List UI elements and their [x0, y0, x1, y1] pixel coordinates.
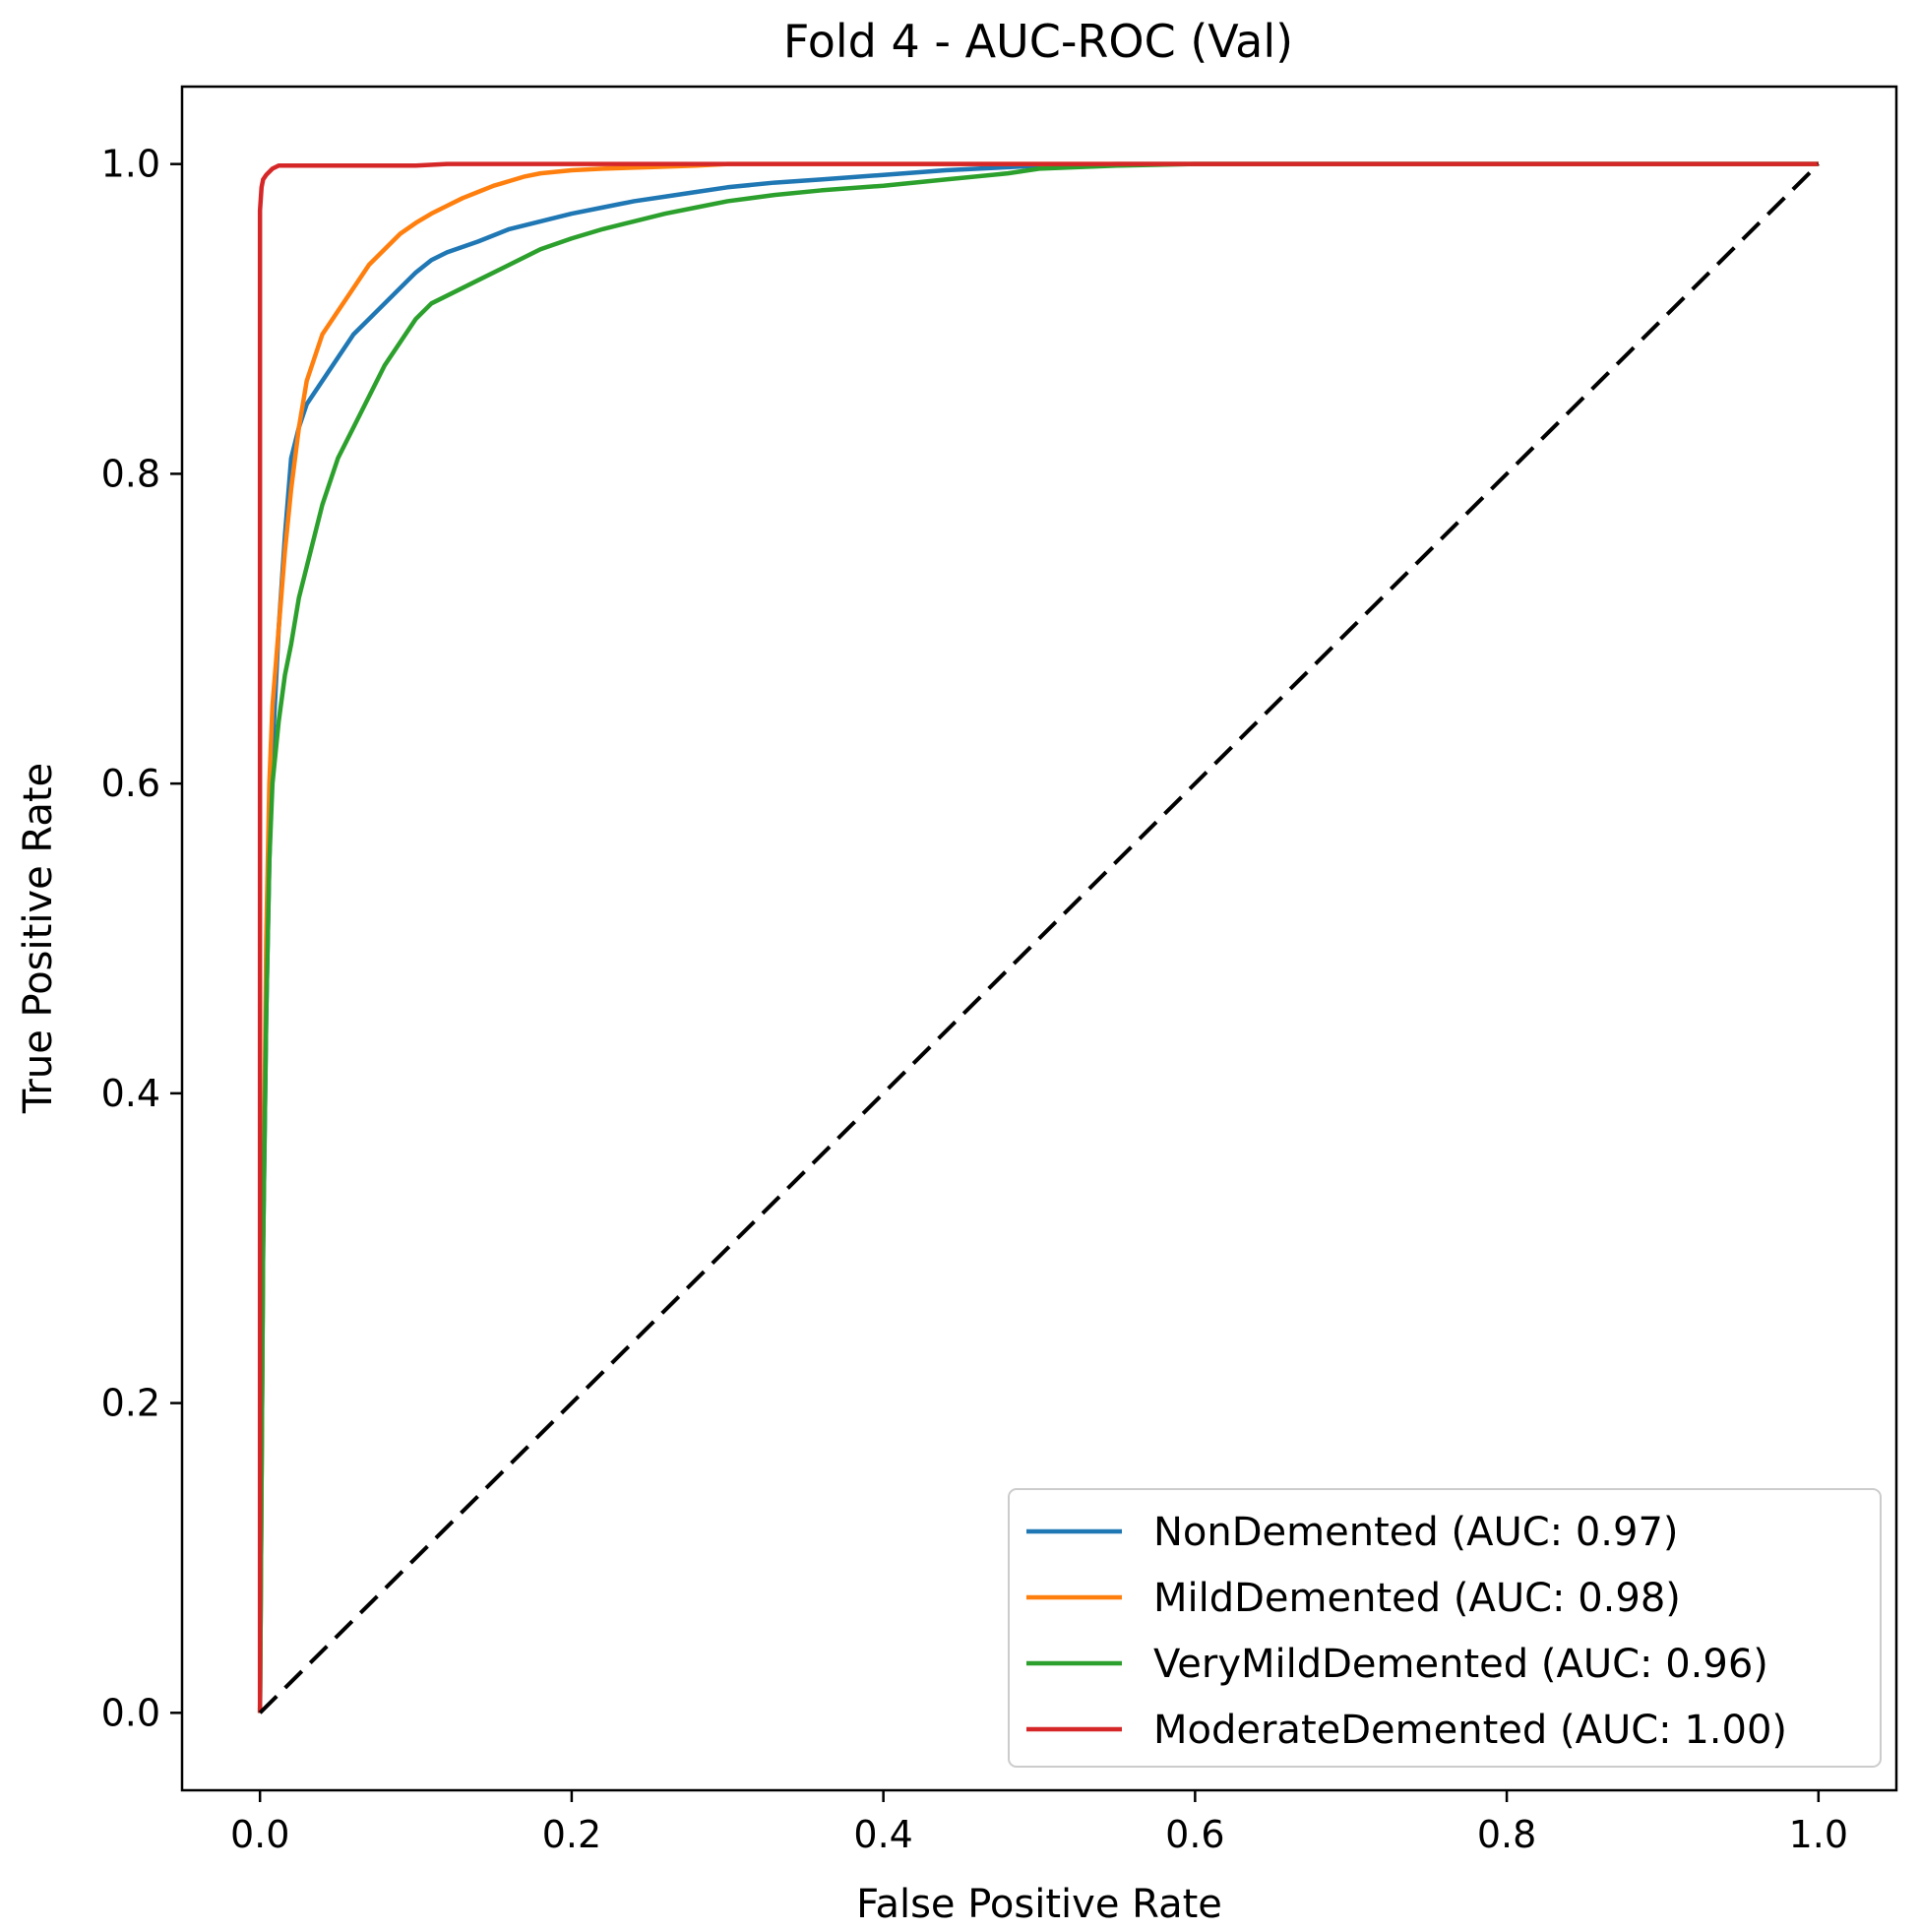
x-axis-label: False Positive Rate — [856, 1882, 1222, 1927]
x-axis: 0.0 0.2 0.4 0.6 0.8 1.0 — [230, 1790, 1848, 1856]
y-tick-label: 0.4 — [101, 1072, 160, 1115]
series-line-0 — [257, 161, 1819, 1714]
series-line-3 — [257, 161, 1819, 1714]
legend: NonDemented (AUC: 0.97) MildDemented (AUC… — [1008, 1488, 1882, 1768]
y-tick-label: 1.0 — [101, 143, 160, 186]
y-tick-label: 0.2 — [101, 1382, 160, 1425]
y-tick-label: 0.8 — [101, 452, 160, 495]
legend-box — [1008, 1488, 1882, 1768]
y-axis: 0.0 0.2 0.4 0.6 0.8 1.0 — [101, 143, 182, 1734]
y-tick-label: 0.0 — [101, 1691, 160, 1734]
series-line-2 — [257, 161, 1819, 1714]
y-axis-label: True Positive Rate — [16, 763, 61, 1114]
y-tick-label: 0.6 — [101, 762, 160, 805]
x-tick-label: 0.6 — [1165, 1813, 1224, 1856]
x-tick-label: 0.8 — [1477, 1813, 1536, 1856]
x-tick-label: 1.0 — [1789, 1813, 1848, 1856]
legend-label: VeryMildDemented (AUC: 0.96) — [1153, 1642, 1768, 1687]
x-tick-label: 0.4 — [853, 1813, 912, 1856]
legend-label: MildDemented (AUC: 0.98) — [1153, 1576, 1681, 1621]
legend-label: NonDemented (AUC: 0.97) — [1153, 1510, 1679, 1555]
plot-lines — [257, 161, 1821, 1714]
x-tick-label: 0.0 — [230, 1813, 289, 1856]
chance-diagonal-line — [258, 162, 1821, 1714]
x-tick-label: 0.2 — [542, 1813, 601, 1856]
legend-label: ModerateDemented (AUC: 1.00) — [1153, 1708, 1787, 1753]
plot-frame — [180, 85, 1898, 1792]
chart-title: Fold 4 - AUC-ROC (Val) — [783, 15, 1293, 68]
